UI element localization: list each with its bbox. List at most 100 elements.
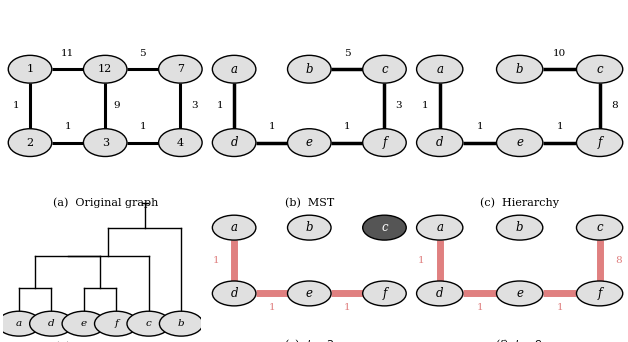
- Text: c: c: [381, 221, 387, 234]
- Text: (b)  MST: (b) MST: [284, 198, 334, 208]
- Text: 10: 10: [553, 49, 566, 58]
- Text: a: a: [436, 221, 443, 234]
- Text: b: b: [178, 319, 185, 328]
- Text: a: a: [230, 63, 237, 76]
- Text: 11: 11: [61, 49, 74, 58]
- Ellipse shape: [288, 281, 331, 306]
- Text: 1: 1: [344, 122, 350, 131]
- Text: e: e: [306, 136, 313, 149]
- Ellipse shape: [212, 281, 256, 306]
- Ellipse shape: [288, 55, 331, 83]
- Text: 5: 5: [344, 49, 350, 58]
- Ellipse shape: [577, 55, 623, 83]
- Text: (a)  Original graph: (a) Original graph: [53, 198, 158, 208]
- Text: f: f: [597, 287, 602, 300]
- Text: (e)  $k=2$: (e) $k=2$: [284, 338, 335, 342]
- Ellipse shape: [212, 215, 256, 240]
- Ellipse shape: [497, 215, 543, 240]
- Ellipse shape: [363, 55, 406, 83]
- Ellipse shape: [212, 129, 256, 157]
- Ellipse shape: [363, 215, 406, 240]
- Ellipse shape: [577, 215, 623, 240]
- Text: d: d: [48, 319, 55, 328]
- Ellipse shape: [363, 129, 406, 157]
- Text: 3: 3: [191, 102, 198, 110]
- Text: 1: 1: [556, 303, 563, 312]
- Ellipse shape: [416, 55, 463, 83]
- Ellipse shape: [288, 215, 331, 240]
- Ellipse shape: [84, 129, 127, 157]
- Text: 2: 2: [26, 137, 33, 148]
- Ellipse shape: [30, 311, 73, 336]
- Text: c: c: [381, 63, 387, 76]
- Ellipse shape: [497, 55, 543, 83]
- Text: 9: 9: [114, 102, 121, 110]
- Text: f: f: [597, 136, 602, 149]
- Text: 1: 1: [268, 122, 275, 131]
- Ellipse shape: [416, 215, 463, 240]
- Ellipse shape: [8, 129, 51, 157]
- Ellipse shape: [159, 55, 202, 83]
- Ellipse shape: [0, 311, 41, 336]
- Ellipse shape: [84, 55, 127, 83]
- Text: e: e: [81, 319, 87, 328]
- Text: 1: 1: [64, 122, 71, 131]
- Text: 1: 1: [217, 102, 224, 110]
- Text: 4: 4: [177, 137, 184, 148]
- Text: 8: 8: [615, 256, 622, 265]
- Text: 1: 1: [213, 256, 220, 265]
- Ellipse shape: [416, 129, 463, 157]
- Ellipse shape: [8, 55, 51, 83]
- Text: a: a: [230, 221, 237, 234]
- Ellipse shape: [62, 311, 106, 336]
- Text: c: c: [597, 221, 603, 234]
- Text: a: a: [436, 63, 443, 76]
- Ellipse shape: [497, 129, 543, 157]
- Ellipse shape: [127, 311, 170, 336]
- Text: a: a: [16, 319, 22, 328]
- Text: 1: 1: [477, 303, 483, 312]
- Text: d: d: [230, 287, 238, 300]
- Text: 1: 1: [26, 64, 33, 74]
- Text: b: b: [516, 63, 523, 76]
- Text: c: c: [146, 319, 151, 328]
- Text: f: f: [114, 319, 118, 328]
- Text: 8: 8: [611, 102, 618, 110]
- Ellipse shape: [95, 311, 138, 336]
- Text: e: e: [516, 287, 523, 300]
- Ellipse shape: [288, 129, 331, 157]
- Text: d: d: [230, 136, 238, 149]
- Text: b: b: [306, 63, 313, 76]
- Text: f: f: [382, 136, 387, 149]
- Text: 1: 1: [421, 102, 428, 110]
- Ellipse shape: [159, 129, 202, 157]
- Text: 1: 1: [139, 122, 146, 131]
- Ellipse shape: [212, 55, 256, 83]
- Text: 5: 5: [139, 49, 146, 58]
- Text: 7: 7: [177, 64, 184, 74]
- Text: c: c: [597, 63, 603, 76]
- Ellipse shape: [416, 281, 463, 306]
- Ellipse shape: [363, 281, 406, 306]
- Ellipse shape: [497, 281, 543, 306]
- Text: b: b: [516, 221, 523, 234]
- Text: 1: 1: [344, 303, 350, 312]
- Text: 3: 3: [102, 137, 109, 148]
- Text: d: d: [436, 136, 443, 149]
- Text: d: d: [436, 287, 443, 300]
- Ellipse shape: [160, 311, 203, 336]
- Text: 1: 1: [268, 303, 275, 312]
- Text: f: f: [382, 287, 387, 300]
- Ellipse shape: [577, 129, 623, 157]
- Ellipse shape: [577, 281, 623, 306]
- Text: 3: 3: [395, 102, 402, 110]
- Text: e: e: [516, 136, 523, 149]
- Text: (c)  Hierarchy: (c) Hierarchy: [480, 198, 559, 208]
- Text: 1: 1: [556, 122, 563, 131]
- Text: b: b: [306, 221, 313, 234]
- Text: 1: 1: [477, 122, 483, 131]
- Text: e: e: [306, 287, 313, 300]
- Text: 12: 12: [98, 64, 112, 74]
- Text: 1: 1: [418, 256, 424, 265]
- Text: 1: 1: [13, 102, 19, 110]
